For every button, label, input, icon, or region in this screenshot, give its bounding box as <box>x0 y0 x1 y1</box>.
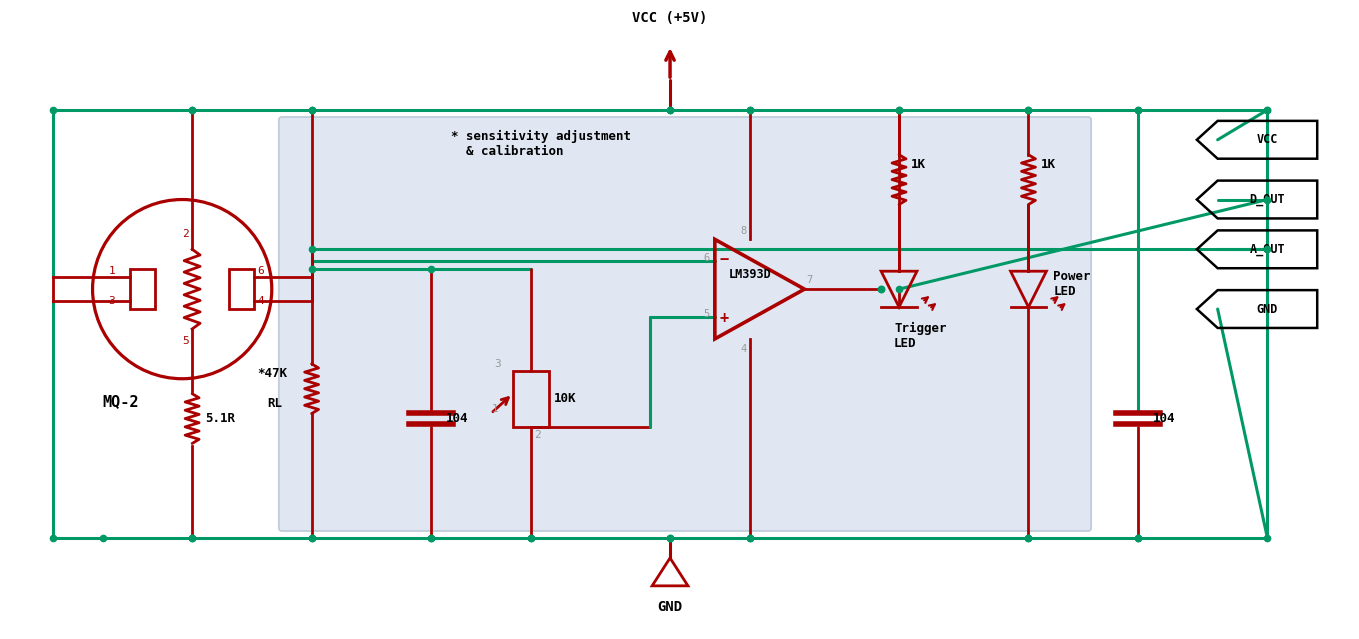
Text: 3: 3 <box>495 358 501 369</box>
Text: 10K: 10K <box>553 392 576 405</box>
Text: 2: 2 <box>534 429 541 440</box>
Text: Power
LED: Power LED <box>1053 270 1091 298</box>
Bar <box>230 269 254 309</box>
Bar <box>512 371 549 427</box>
Text: −: − <box>720 252 728 266</box>
Text: 1K: 1K <box>1041 158 1056 171</box>
Text: 8: 8 <box>741 226 746 236</box>
Text: GND: GND <box>1257 302 1277 316</box>
Text: RL: RL <box>266 397 281 410</box>
Text: D_OUT: D_OUT <box>1250 193 1286 206</box>
Text: A_OUT: A_OUT <box>1250 243 1286 256</box>
Text: 1K: 1K <box>911 158 925 171</box>
Text: 6: 6 <box>704 253 709 263</box>
Text: GND: GND <box>658 600 682 614</box>
Text: VCC (+5V): VCC (+5V) <box>632 12 708 26</box>
Text: 5: 5 <box>704 309 709 319</box>
Text: LM393D: LM393D <box>728 268 771 281</box>
Text: MQ-2: MQ-2 <box>102 394 139 409</box>
Text: 2: 2 <box>182 229 189 240</box>
Text: 5.1R: 5.1R <box>205 412 235 425</box>
Text: 6: 6 <box>257 266 264 276</box>
Text: 104: 104 <box>1152 412 1176 425</box>
Bar <box>130 269 155 309</box>
Text: * sensitivity adjustment
  & calibration: * sensitivity adjustment & calibration <box>451 130 631 158</box>
Text: 1: 1 <box>492 404 499 413</box>
Text: 104: 104 <box>446 412 469 425</box>
Text: 4: 4 <box>741 344 746 354</box>
Text: VCC: VCC <box>1257 134 1277 146</box>
Text: 3: 3 <box>109 296 116 306</box>
Text: +: + <box>720 311 728 325</box>
Text: Trigger
LED: Trigger LED <box>894 322 947 350</box>
Text: 7: 7 <box>806 275 813 285</box>
FancyBboxPatch shape <box>279 117 1091 531</box>
Text: 4: 4 <box>257 296 264 306</box>
Text: 1: 1 <box>109 266 116 276</box>
Text: *47K: *47K <box>257 367 287 380</box>
Text: 5: 5 <box>182 336 189 346</box>
